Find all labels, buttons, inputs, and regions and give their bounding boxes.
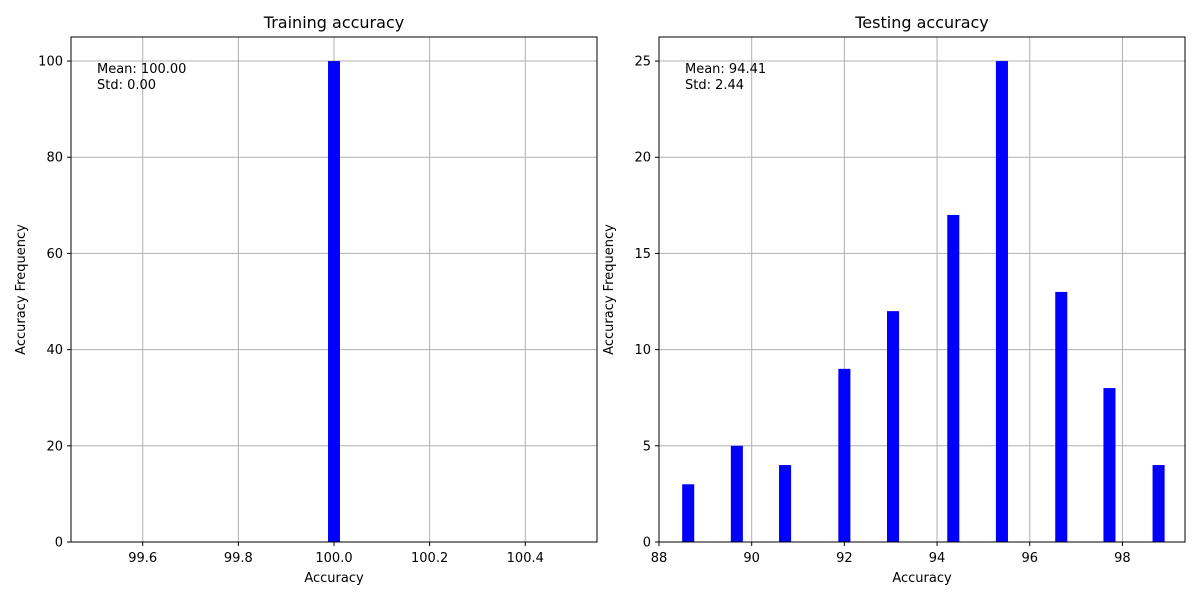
y-tick-label: 25: [634, 55, 651, 70]
x-tick-label: 99.6: [128, 551, 157, 566]
chart-title: Testing accuracy: [854, 13, 989, 32]
y-tick-label: 10: [634, 343, 651, 358]
plot-frame: [658, 36, 1186, 543]
y-tick-label: 60: [46, 247, 63, 262]
y-tick-label: 0: [55, 536, 63, 551]
y-tick-label: 15: [634, 247, 651, 262]
y-tick-label: 40: [46, 343, 63, 358]
y-tick-label: 100: [38, 55, 63, 70]
chart-panel-2: 88 90 92 94 96 98 0 5 10 15 20 25 Testing accuracy Ac…: [602, 13, 1186, 586]
y-axis-label: Accuracy Frequency: [14, 224, 29, 355]
histogram-bar: [838, 368, 851, 542]
histogram-bar: [995, 61, 1008, 543]
mean-annotation: Mean: 100.00: [97, 62, 186, 77]
y-axis-label: Accuracy Frequency: [602, 224, 617, 355]
x-axis-label: Accuracy: [304, 571, 364, 586]
y-tick-label: 0: [643, 536, 651, 551]
histogram-bar: [887, 311, 900, 542]
mean-annotation: Mean: 94.41: [685, 62, 766, 77]
x-axis-label: Accuracy: [892, 571, 952, 586]
x-tick-label: 94: [929, 551, 946, 566]
y-tick-label: 80: [46, 151, 63, 166]
chart-title: Training accuracy: [263, 13, 404, 32]
histogram-bar: [1055, 291, 1068, 542]
histogram-bar: [1103, 388, 1116, 542]
histogram-bar: [779, 465, 792, 542]
histogram-bar: [328, 61, 340, 543]
x-tick-label: 88: [651, 551, 668, 566]
x-tick-label: 98: [1114, 551, 1131, 566]
std-annotation: Std: 0.00: [97, 78, 156, 93]
x-tick-label: 100.2: [411, 551, 448, 566]
histogram-bar: [1152, 465, 1165, 542]
x-tick-label: 90: [743, 551, 760, 566]
x-tick-label: 96: [1021, 551, 1038, 566]
x-tick-label: 100.4: [507, 551, 544, 566]
histogram-bar: [730, 445, 743, 542]
y-tick-label: 20: [634, 151, 651, 166]
y-tick-label: 5: [643, 439, 651, 454]
y-tick-label: 20: [46, 439, 63, 454]
x-tick-label: 100.0: [315, 551, 352, 566]
std-annotation: Std: 2.44: [685, 78, 744, 93]
x-tick-label: 99.8: [224, 551, 253, 566]
x-tick-label: 92: [836, 551, 853, 566]
chart-panel-1: 99.6 99.8 100.0 100.2 100.4 0 20 40 60 80 100 Train…: [14, 13, 598, 586]
histogram-bar: [947, 214, 960, 542]
histogram-bar: [682, 484, 695, 542]
